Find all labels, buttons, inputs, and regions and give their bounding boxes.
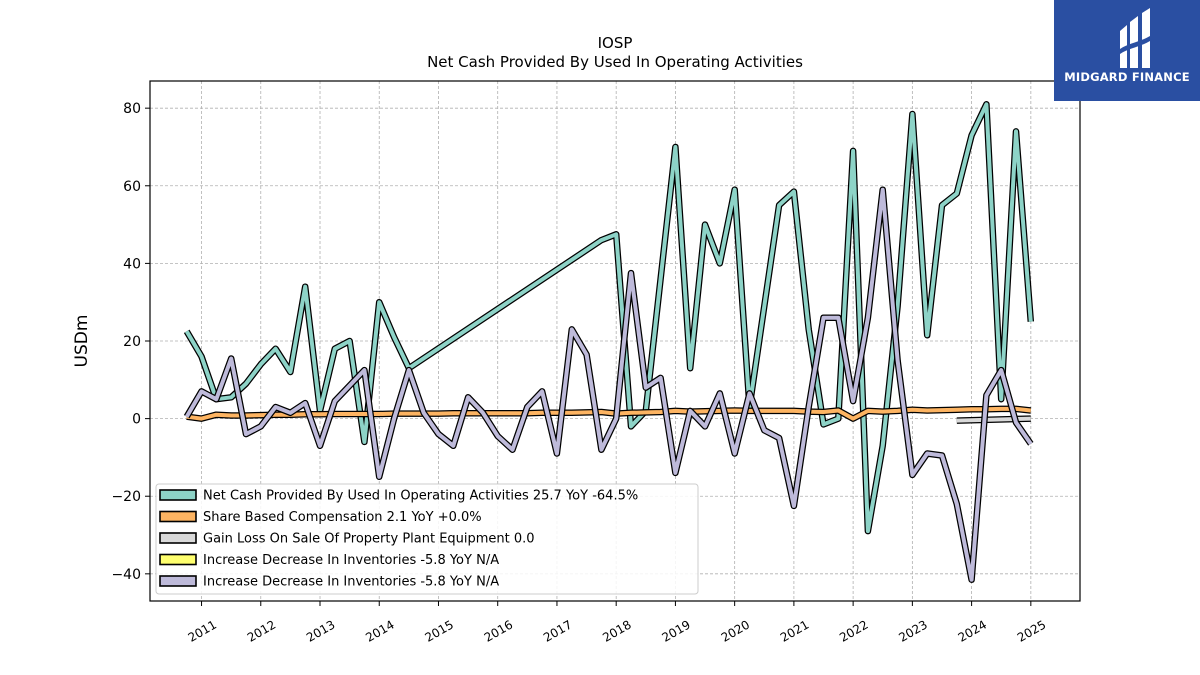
legend-label: Net Cash Provided By Used In Operating A… <box>203 489 638 504</box>
legend-swatch <box>159 553 197 566</box>
x-tick-label: 2017 <box>541 617 574 644</box>
brand-name: MIDGARD FINANCE <box>1064 70 1190 84</box>
x-tick-label: 2015 <box>423 617 456 644</box>
series-layer <box>183 101 1035 583</box>
y-tick-label: 80 <box>123 101 141 117</box>
series-line-0 <box>184 102 1033 534</box>
legend-swatch <box>159 510 197 523</box>
x-tick-label: 2022 <box>837 617 870 644</box>
y-tick-label: 40 <box>123 256 141 272</box>
x-tick-label: 2016 <box>482 617 515 644</box>
x-tick-label: 2018 <box>600 617 633 644</box>
y-tick-label: 0 <box>132 412 141 428</box>
chart-title: IOSP <box>598 34 633 52</box>
x-tick-label: 2025 <box>1015 617 1048 644</box>
legend-label: Increase Decrease In Inventories -5.8 Yo… <box>203 553 499 568</box>
x-tick-label: 2020 <box>719 617 752 644</box>
x-ticks: 2011 2012 2013 2014 2015 2016 2017 2018 2019 2020… <box>186 601 1048 645</box>
y-tick-label: 20 <box>123 334 141 350</box>
legend-label: Share Based Compensation 2.1 YoY +0.0% <box>203 510 482 525</box>
legend-swatch <box>159 532 197 544</box>
brand-logo: MIDGARD FINANCE <box>1054 0 1200 101</box>
x-tick-label: 2012 <box>245 617 278 644</box>
brand-mark-icon <box>1120 8 1150 68</box>
y-tick-label: −40 <box>111 567 141 583</box>
series-outline-0 <box>183 101 1035 535</box>
y-axis-label: USDm <box>72 315 92 368</box>
legend-label: Increase Decrease In Inventories -5.8 Yo… <box>203 575 499 590</box>
legend: Net Cash Provided By Used In Operating A… <box>155 483 699 595</box>
x-tick-label: 2023 <box>896 617 929 644</box>
legend-swatch <box>159 489 197 501</box>
x-tick-label: 2013 <box>304 617 337 644</box>
x-tick-label: 2014 <box>363 617 396 644</box>
legend-box <box>155 483 699 595</box>
x-tick-label: 2011 <box>186 617 219 644</box>
legend-swatch <box>159 575 197 587</box>
y-tick-label: −20 <box>111 489 141 505</box>
x-tick-label: 2019 <box>659 617 692 644</box>
y-tick-label: 60 <box>123 179 141 195</box>
y-ticks: −40 −20 0 20 40 60 80 <box>111 101 150 583</box>
series-line-4 <box>184 187 1033 582</box>
x-tick-label: 2021 <box>778 617 811 644</box>
series-line-2 <box>956 416 1031 423</box>
chart-subtitle: Net Cash Provided By Used In Operating A… <box>427 53 803 71</box>
x-tick-label: 2024 <box>956 617 989 644</box>
legend-label: Gain Loss On Sale Of Property Plant Equi… <box>203 532 535 547</box>
